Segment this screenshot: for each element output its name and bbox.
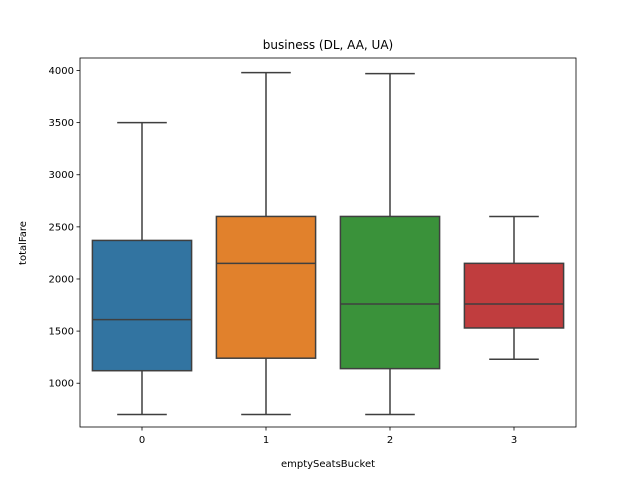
y-tick-label: 4000 xyxy=(49,66,74,77)
iqr-box xyxy=(215,215,317,359)
box-group-2 xyxy=(339,72,441,416)
iqr-box xyxy=(463,262,565,329)
x-axis-title: emptySeatsBucket xyxy=(281,459,375,470)
plot-frame xyxy=(79,57,577,428)
iqr-box xyxy=(91,239,193,372)
x-tick-label: 1 xyxy=(263,435,269,446)
box-group-3 xyxy=(463,215,565,360)
y-axis-title: totalFare xyxy=(18,221,29,265)
x-axis: 0 1 2 3 xyxy=(139,427,517,446)
x-tick-label: 0 xyxy=(139,435,145,446)
y-tick-label: 1000 xyxy=(49,379,74,390)
y-axis: 1000 1500 2000 2500 3000 3500 4000 xyxy=(49,66,80,390)
iqr-box xyxy=(339,215,441,370)
box-group-1 xyxy=(215,71,317,416)
y-tick-label: 3000 xyxy=(49,170,74,181)
y-tick-label: 1500 xyxy=(49,327,74,338)
chart-title: business (DL, AA, UA) xyxy=(263,38,393,52)
y-tick-label: 2000 xyxy=(49,274,74,285)
x-tick-label: 2 xyxy=(387,435,393,446)
x-tick-label: 3 xyxy=(511,435,517,446)
y-tick-label: 2500 xyxy=(49,222,74,233)
box-group-0 xyxy=(91,121,193,416)
boxes-layer xyxy=(91,71,565,416)
y-tick-label: 3500 xyxy=(49,118,74,129)
